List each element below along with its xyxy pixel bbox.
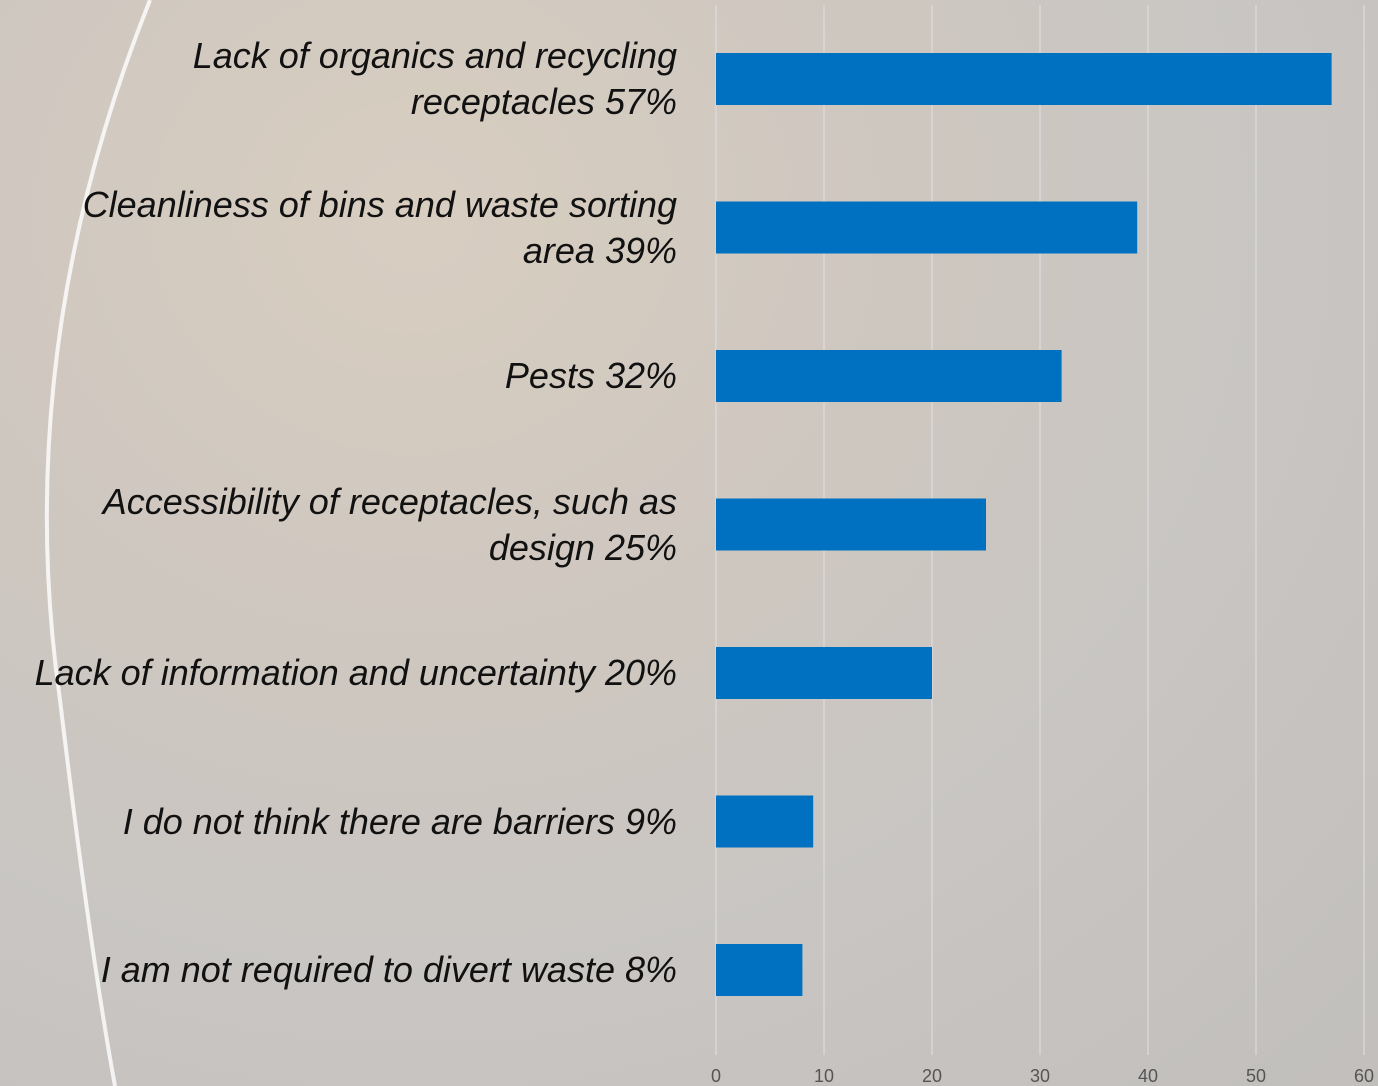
x-tick-label: 40: [1138, 1066, 1158, 1086]
category-label: Cleanliness of bins and waste sorting ar…: [5, 182, 677, 274]
bar: [716, 647, 932, 699]
x-tick-label: 30: [1030, 1066, 1050, 1086]
bar: [716, 796, 813, 848]
bar: [716, 202, 1137, 254]
x-tick-label: 0: [711, 1066, 721, 1086]
x-tick-label: 20: [922, 1066, 942, 1086]
category-label: Lack of organics and recycling receptacl…: [5, 33, 677, 125]
x-tick-label: 10: [814, 1066, 834, 1086]
category-label: I am not required to divert waste 8%: [5, 947, 677, 993]
bar: [716, 53, 1332, 105]
page: 0102030405060 (() => { const data = JSON…: [0, 0, 1378, 1086]
category-label: Pests 32%: [5, 353, 677, 399]
bar: [716, 499, 986, 551]
x-tick-label: 60: [1354, 1066, 1374, 1086]
x-tick-label: 50: [1246, 1066, 1266, 1086]
category-label: Lack of information and uncertainty 20%: [5, 650, 677, 696]
bar: [716, 350, 1062, 402]
category-label: I do not think there are barriers 9%: [5, 799, 677, 845]
category-label: Accessibility of receptacles, such as de…: [5, 479, 677, 571]
bar: [716, 944, 802, 996]
